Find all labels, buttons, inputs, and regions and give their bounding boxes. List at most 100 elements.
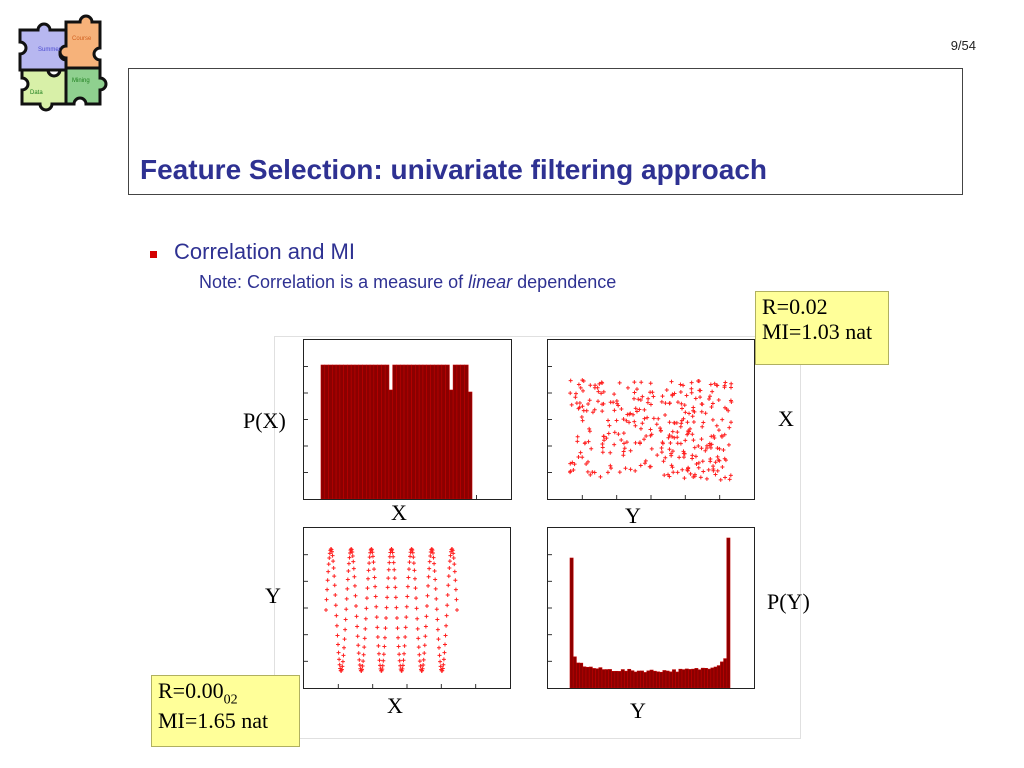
histogram-bar [681, 669, 686, 688]
data-point [704, 476, 709, 481]
histogram-bar [452, 364, 458, 499]
data-point [651, 394, 656, 399]
data-point [689, 390, 694, 395]
data-point [334, 623, 339, 628]
data-point [366, 576, 371, 581]
data-point [360, 664, 365, 669]
histogram-bar [617, 671, 622, 688]
data-point [678, 424, 683, 429]
data-point [352, 583, 357, 588]
data-point [384, 605, 389, 610]
data-point [728, 385, 733, 390]
data-point [370, 550, 375, 555]
data-point [608, 400, 613, 405]
histogram-bar [716, 665, 721, 688]
data-point [669, 379, 674, 384]
data-point [420, 666, 425, 671]
label-x-top-left: X [391, 500, 407, 525]
data-point [658, 428, 663, 433]
data-point [685, 468, 690, 473]
data-point [357, 657, 362, 662]
histogram-bar [422, 364, 428, 499]
data-point [435, 627, 440, 632]
data-point [587, 426, 592, 431]
data-point [384, 615, 389, 620]
data-point [593, 383, 598, 388]
data-point [368, 550, 373, 555]
data-point [396, 644, 401, 649]
data-point [393, 585, 398, 590]
data-point [715, 454, 720, 459]
data-point [442, 650, 447, 655]
data-point [326, 569, 331, 574]
histogram-bar [418, 364, 424, 499]
data-point [426, 574, 431, 579]
data-point [718, 477, 723, 482]
data-point [402, 643, 407, 648]
data-point [345, 586, 350, 591]
histogram-bar [339, 364, 344, 499]
data-point [669, 453, 674, 458]
histogram-bar [627, 668, 632, 688]
data-point [438, 659, 443, 664]
data-point [698, 395, 703, 400]
data-point [325, 587, 330, 592]
data-point [451, 551, 456, 556]
histogram-bar [582, 666, 587, 688]
data-point [621, 431, 626, 436]
data-point [710, 417, 715, 422]
data-point [446, 574, 451, 579]
histogram-bar [569, 557, 574, 688]
data-point [574, 401, 579, 406]
data-point [427, 566, 432, 571]
data-point [590, 410, 595, 415]
data-point [430, 551, 435, 556]
data-point [350, 549, 355, 554]
data-point [340, 659, 345, 664]
data-point [406, 575, 411, 580]
data-point [698, 475, 703, 480]
data-point [580, 418, 585, 423]
data-point [722, 456, 727, 461]
data-point [723, 380, 728, 385]
panel-sine-scatter [303, 527, 511, 689]
data-point [440, 666, 445, 671]
data-point [361, 652, 366, 657]
data-point [632, 390, 637, 395]
data-point [403, 625, 408, 630]
histogram-bar [723, 658, 728, 688]
data-point [331, 566, 336, 571]
histogram-bar [388, 389, 394, 499]
data-point [720, 417, 725, 422]
data-point [363, 616, 368, 621]
histogram-bar [358, 364, 363, 499]
data-point [444, 623, 449, 628]
data-point [670, 393, 675, 398]
histogram-bar [449, 389, 454, 499]
data-point [440, 668, 445, 673]
data-point [420, 668, 425, 673]
data-point [642, 437, 647, 442]
data-point [605, 470, 610, 475]
data-point [634, 387, 639, 392]
data-point [667, 433, 672, 438]
data-point [649, 432, 654, 437]
data-point [704, 445, 709, 450]
data-point [436, 637, 441, 642]
data-point [434, 596, 439, 601]
data-point [601, 434, 606, 439]
data-point [406, 567, 411, 572]
data-point [432, 561, 437, 566]
data-point [619, 406, 624, 411]
data-point [625, 412, 630, 417]
data-point [609, 466, 614, 471]
histogram-bar [601, 669, 606, 688]
data-point [581, 408, 586, 413]
data-point [395, 626, 400, 631]
data-point [648, 427, 653, 432]
histogram-bar [668, 671, 673, 688]
data-point [713, 472, 718, 477]
logo-text-mining: Mining [72, 78, 90, 84]
data-point [391, 554, 396, 559]
data-point [647, 464, 652, 469]
